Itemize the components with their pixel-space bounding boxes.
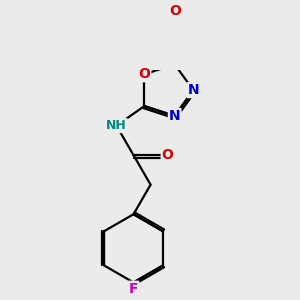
Text: O: O	[162, 148, 174, 162]
Text: N: N	[169, 109, 181, 123]
Text: NH: NH	[106, 119, 127, 132]
Text: O: O	[139, 67, 150, 81]
Text: F: F	[129, 282, 138, 296]
Text: N: N	[188, 83, 199, 97]
Text: O: O	[169, 4, 181, 18]
